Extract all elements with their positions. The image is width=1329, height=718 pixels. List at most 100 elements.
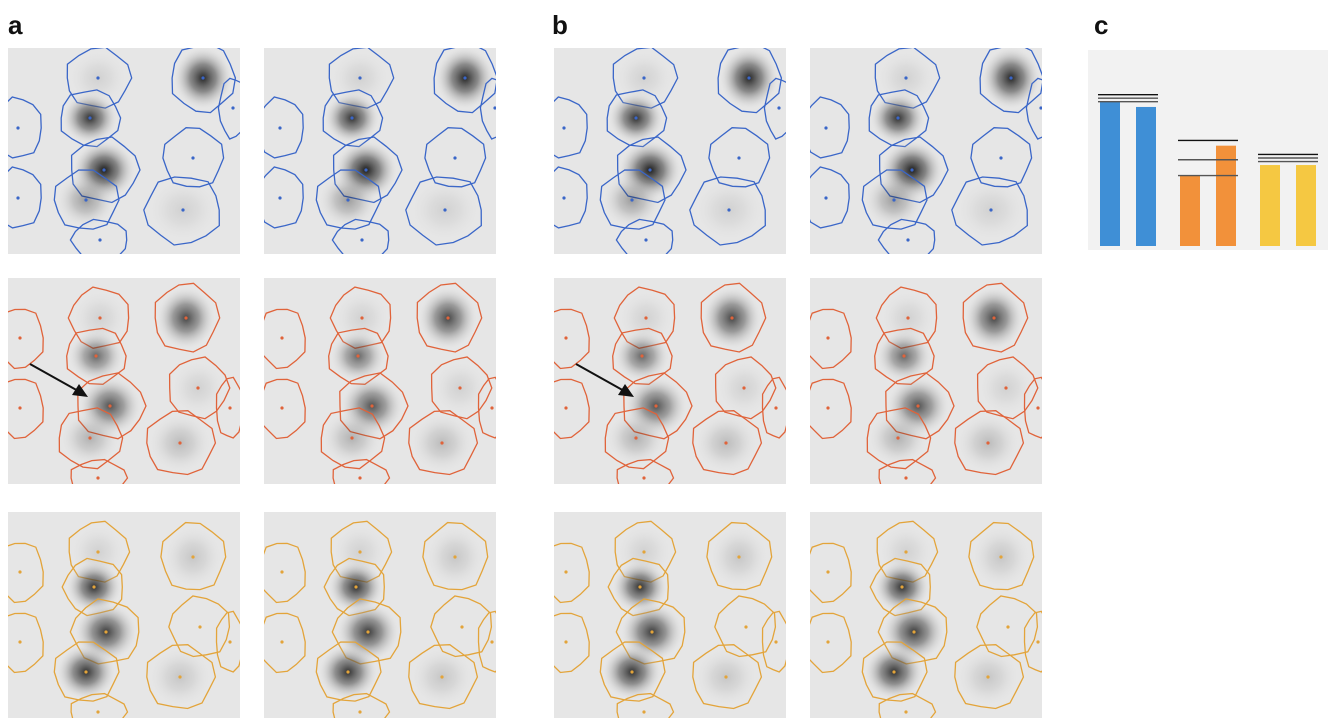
segmentation-tile-a-row1-right bbox=[264, 48, 496, 254]
cell-centroid bbox=[18, 406, 22, 410]
cell-centroid bbox=[910, 168, 914, 172]
panel-label-b: b bbox=[552, 10, 568, 40]
cell-outline bbox=[866, 407, 932, 470]
cell-centroid bbox=[104, 630, 108, 634]
cell-centroid bbox=[453, 156, 457, 160]
cell-centroid bbox=[346, 198, 350, 202]
cell-outline bbox=[331, 598, 402, 665]
cell-outline bbox=[339, 372, 409, 440]
cell-outline bbox=[264, 308, 306, 370]
cell-outline bbox=[332, 458, 391, 484]
cell-centroid bbox=[493, 106, 496, 110]
cell-centroid bbox=[896, 116, 900, 120]
cell-outline bbox=[53, 641, 120, 702]
cell-centroid bbox=[648, 168, 652, 172]
cell-centroid bbox=[650, 630, 654, 634]
cell-outline bbox=[69, 218, 128, 254]
cell-outline bbox=[604, 407, 670, 470]
cell-centroid bbox=[737, 156, 741, 160]
cell-centroid bbox=[824, 196, 828, 200]
cell-centroid bbox=[198, 625, 202, 629]
cell-centroid bbox=[1004, 386, 1008, 390]
cell-outline bbox=[554, 612, 590, 674]
cell-outline bbox=[162, 127, 225, 188]
segmentation-image bbox=[554, 512, 786, 718]
cell-outline bbox=[954, 410, 1025, 476]
cell-centroid bbox=[84, 670, 88, 674]
cell-centroid bbox=[191, 156, 195, 160]
segmentation-tile-b-row2-right bbox=[810, 278, 1042, 484]
cell-outline bbox=[422, 521, 489, 591]
cell-centroid bbox=[178, 441, 182, 445]
cell-outline bbox=[700, 282, 767, 353]
cell-centroid bbox=[826, 640, 830, 644]
arrow-head bbox=[72, 384, 88, 397]
cell-outline bbox=[976, 356, 1039, 420]
cell-outline bbox=[810, 542, 852, 604]
cell-centroid bbox=[18, 570, 22, 574]
cell-outline bbox=[1023, 610, 1042, 673]
cell-outline bbox=[616, 136, 687, 204]
cell-outline bbox=[554, 166, 588, 229]
cell-centroid bbox=[1009, 76, 1013, 80]
cell-centroid bbox=[98, 238, 102, 242]
cell-outline bbox=[215, 610, 240, 673]
cell-centroid bbox=[440, 675, 444, 679]
cell-outline bbox=[77, 372, 147, 440]
cell-outline bbox=[332, 136, 403, 204]
cell-outline bbox=[861, 641, 928, 702]
cell-centroid bbox=[904, 76, 908, 80]
cell-centroid bbox=[896, 436, 900, 440]
cell-centroid bbox=[727, 208, 731, 212]
cell-outline bbox=[962, 282, 1029, 353]
cell-centroid bbox=[358, 476, 362, 480]
cell-centroid bbox=[904, 550, 908, 554]
cell-centroid bbox=[564, 406, 568, 410]
cell-outline bbox=[554, 96, 588, 159]
cell-outline bbox=[264, 612, 306, 674]
segmentation-tile-a-row2-right bbox=[264, 278, 496, 484]
cell-outline bbox=[8, 378, 44, 440]
cell-centroid bbox=[278, 126, 282, 130]
segmentation-image bbox=[264, 512, 496, 718]
cell-centroid bbox=[747, 76, 751, 80]
cell-outline bbox=[8, 612, 44, 674]
cell-centroid bbox=[999, 156, 1003, 160]
cell-centroid bbox=[564, 640, 568, 644]
bar-4 bbox=[1216, 145, 1236, 246]
cell-outline bbox=[968, 521, 1035, 591]
cell-outline bbox=[763, 77, 786, 140]
cell-outline bbox=[623, 372, 693, 440]
cell-outline bbox=[616, 692, 675, 718]
cell-outline bbox=[320, 407, 386, 470]
cell-outline bbox=[70, 136, 141, 204]
bar-6 bbox=[1296, 165, 1316, 246]
cell-centroid bbox=[96, 550, 100, 554]
segmentation-image bbox=[8, 278, 240, 484]
cell-outline bbox=[217, 77, 240, 140]
segmentation-tile-b-row3-left bbox=[554, 512, 786, 718]
cell-outline bbox=[315, 169, 382, 230]
bar-1 bbox=[1100, 101, 1120, 247]
segmentation-tile-a-row2-left bbox=[8, 278, 240, 484]
cell-outline bbox=[70, 458, 129, 484]
cell-centroid bbox=[1036, 406, 1040, 410]
cell-centroid bbox=[1039, 106, 1042, 110]
cell-outline bbox=[877, 218, 936, 254]
cell-centroid bbox=[986, 441, 990, 445]
cell-outline bbox=[616, 458, 675, 484]
cell-centroid bbox=[906, 238, 910, 242]
cell-outline bbox=[706, 521, 773, 591]
cell-centroid bbox=[826, 406, 830, 410]
cell-centroid bbox=[824, 126, 828, 130]
cell-centroid bbox=[562, 196, 566, 200]
cell-outline bbox=[331, 218, 390, 254]
cell-outline bbox=[951, 176, 1028, 246]
segmentation-tile-b-row3-right bbox=[810, 512, 1042, 718]
cell-centroid bbox=[638, 585, 642, 589]
cell-centroid bbox=[992, 316, 996, 320]
cell-outline bbox=[215, 376, 240, 439]
cell-outline bbox=[408, 644, 479, 710]
bar-chart bbox=[1088, 50, 1328, 250]
cell-outline bbox=[810, 166, 850, 229]
